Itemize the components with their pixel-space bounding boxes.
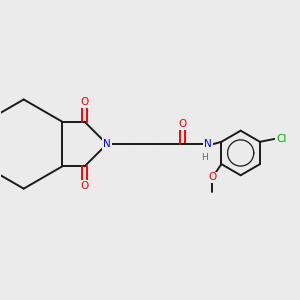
Text: O: O — [178, 119, 187, 129]
Text: O: O — [80, 181, 89, 191]
Text: N: N — [204, 139, 212, 149]
Text: H: H — [202, 153, 208, 162]
Text: O: O — [80, 98, 89, 107]
Text: Cl: Cl — [276, 134, 286, 144]
Text: O: O — [208, 172, 217, 182]
Text: N: N — [103, 139, 111, 149]
